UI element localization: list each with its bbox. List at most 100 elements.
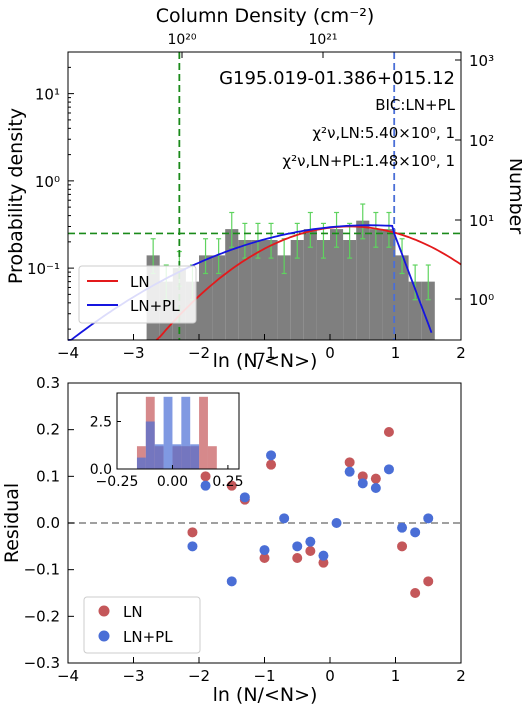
inset-lnpl-bar bbox=[190, 444, 200, 469]
x-tick-label: −3 bbox=[122, 667, 144, 685]
inset-histogram: −0.25 0.00 0.25 0.0 2.5 bbox=[90, 392, 244, 491]
ln-residual-point bbox=[259, 553, 270, 563]
bottom-legend-box bbox=[83, 596, 201, 654]
lnpl-residual-point bbox=[266, 450, 277, 461]
inset-ln-bar bbox=[207, 446, 217, 469]
hist-bar bbox=[421, 281, 435, 340]
inset-y-tick-label: 2.5 bbox=[90, 415, 112, 431]
x-tick-label: 2 bbox=[456, 667, 466, 685]
hist-bar bbox=[369, 229, 383, 340]
inset-lnpl-bar bbox=[181, 396, 191, 469]
legend-ln-label: LN bbox=[130, 273, 150, 291]
right-y-axis-label: Number bbox=[505, 158, 522, 235]
ln-residual-point bbox=[200, 471, 211, 482]
top-tick-label: 10²¹ bbox=[308, 32, 337, 48]
lnpl-residual-point bbox=[187, 541, 198, 552]
chi2-ln-annotation: χ²ν,LN:5.40×10⁰, 1 bbox=[312, 124, 455, 142]
inset-y-tick-label: 0.0 bbox=[90, 462, 112, 478]
right-tick-label: 10⁰ bbox=[469, 291, 494, 309]
inset-ticks: −0.25 0.00 0.25 0.0 2.5 bbox=[90, 415, 244, 491]
chi2-lnpl-annotation: χ²ν,LN+PL:1.48×10⁰, 1 bbox=[282, 152, 455, 170]
top-axis-title: Column Density (cm⁻²) bbox=[156, 5, 375, 27]
inset-lnpl-bar bbox=[145, 421, 155, 469]
hist-bar bbox=[330, 229, 344, 340]
ln-residual-point bbox=[292, 553, 303, 563]
x-tick-label: 2 bbox=[456, 344, 466, 362]
top-y-ticks: 10⁻¹ 10⁰ 10¹ bbox=[27, 51, 74, 330]
top-x-ticks: −4 −3 −2 −1 0 1 2 bbox=[57, 334, 466, 362]
x-tick-label: 1 bbox=[391, 344, 401, 362]
hist-bar bbox=[251, 240, 265, 340]
lnpl-residual-point bbox=[397, 522, 408, 533]
residual-points bbox=[187, 427, 434, 598]
x-tick-label: 0 bbox=[325, 344, 335, 362]
inset-frame bbox=[116, 392, 240, 470]
lnpl-residual-point bbox=[200, 480, 211, 491]
hist-bar bbox=[356, 220, 370, 340]
legend-ln-marker bbox=[98, 605, 110, 617]
x-tick-label: −4 bbox=[57, 344, 79, 362]
lnpl-residual-point bbox=[331, 518, 342, 528]
y-tick-label: 0.1 bbox=[36, 467, 60, 485]
hist-bar bbox=[303, 229, 317, 340]
bottom-legend: LN LN+PL bbox=[83, 596, 201, 654]
ln-residual-point bbox=[187, 527, 198, 538]
lnpl-residual-point bbox=[383, 464, 394, 475]
ln-residual-point bbox=[344, 457, 355, 468]
ln-residual-point bbox=[423, 576, 434, 587]
y-tick-label: −0.3 bbox=[24, 654, 60, 672]
x-tick-label: −3 bbox=[122, 344, 144, 362]
top-x-axis-label: ln (N/<N>) bbox=[213, 350, 318, 372]
ln-fit-curve bbox=[155, 225, 462, 341]
inset-x-tick-label: 0.25 bbox=[212, 474, 243, 490]
inset-lnpl-bar bbox=[154, 444, 164, 469]
hist-bar bbox=[382, 229, 396, 340]
lnpl-residual-point bbox=[423, 513, 434, 524]
right-tick-label: 10³ bbox=[469, 52, 494, 70]
y-tick-label: −0.2 bbox=[24, 607, 60, 625]
guide-lines bbox=[68, 52, 461, 340]
x-tick-label: −1 bbox=[253, 667, 275, 685]
lnpl-residual-point bbox=[239, 492, 250, 503]
legend-lnpl-marker bbox=[98, 630, 110, 642]
ln-residual-point bbox=[305, 546, 316, 556]
legend-ln-label-bottom: LN bbox=[123, 603, 143, 621]
y-tick-label: 0.3 bbox=[36, 374, 60, 392]
hist-bar bbox=[225, 229, 239, 340]
ln-residual-point bbox=[226, 480, 237, 491]
inset-lnpl-bar bbox=[172, 444, 182, 469]
top-panel: −4 −3 −2 −1 0 1 2 10⁻¹ 10⁰ 10¹ 10⁰ 10¹ 10² 10³ 10²⁰… bbox=[5, 5, 522, 372]
source-name: G195.019-01.386+015.12 bbox=[219, 68, 455, 89]
x-tick-label: −4 bbox=[57, 667, 79, 685]
lnpl-residual-point bbox=[305, 536, 316, 547]
y-tick-label: 10¹ bbox=[35, 86, 60, 104]
x-tick-label: −1 bbox=[253, 344, 275, 362]
hist-bar bbox=[238, 240, 252, 340]
top-upper-ticks: 10²⁰ 10²¹ bbox=[167, 32, 338, 58]
y-tick-label: 0.2 bbox=[36, 421, 60, 439]
legend-lnpl-label: LN+PL bbox=[130, 297, 180, 315]
bottom-x-ticks: −4 −3 −2 −1 0 1 2 bbox=[57, 657, 466, 685]
legend-lnpl-label-bottom: LN+PL bbox=[123, 628, 173, 646]
ln-residual-point bbox=[266, 459, 277, 470]
ln-residual-point bbox=[318, 557, 329, 568]
hist-bar bbox=[199, 255, 213, 340]
lnpl-residual-point bbox=[344, 466, 355, 477]
y-tick-label: 10⁻¹ bbox=[27, 260, 60, 278]
ln-residual-point bbox=[370, 473, 381, 484]
top-right-ticks: 10⁰ 10¹ 10² 10³ bbox=[455, 52, 494, 309]
hist-bar bbox=[277, 255, 291, 340]
y-tick-label: 0.0 bbox=[36, 514, 60, 532]
inset-lnpl-bar bbox=[136, 457, 146, 469]
right-tick-label: 10¹ bbox=[469, 212, 494, 230]
inset-lnpl-bar bbox=[163, 396, 173, 469]
lnpl-residual-point bbox=[357, 478, 368, 489]
top-legend: LN LN+PL bbox=[78, 265, 197, 324]
ln-residual-point bbox=[357, 471, 368, 482]
hist-bar bbox=[395, 255, 409, 340]
lnpl-residual-point bbox=[279, 513, 290, 524]
ln-residual-point bbox=[383, 427, 394, 437]
top-tick-label: 10²⁰ bbox=[167, 32, 196, 48]
lnpl-residual-point bbox=[370, 483, 381, 493]
